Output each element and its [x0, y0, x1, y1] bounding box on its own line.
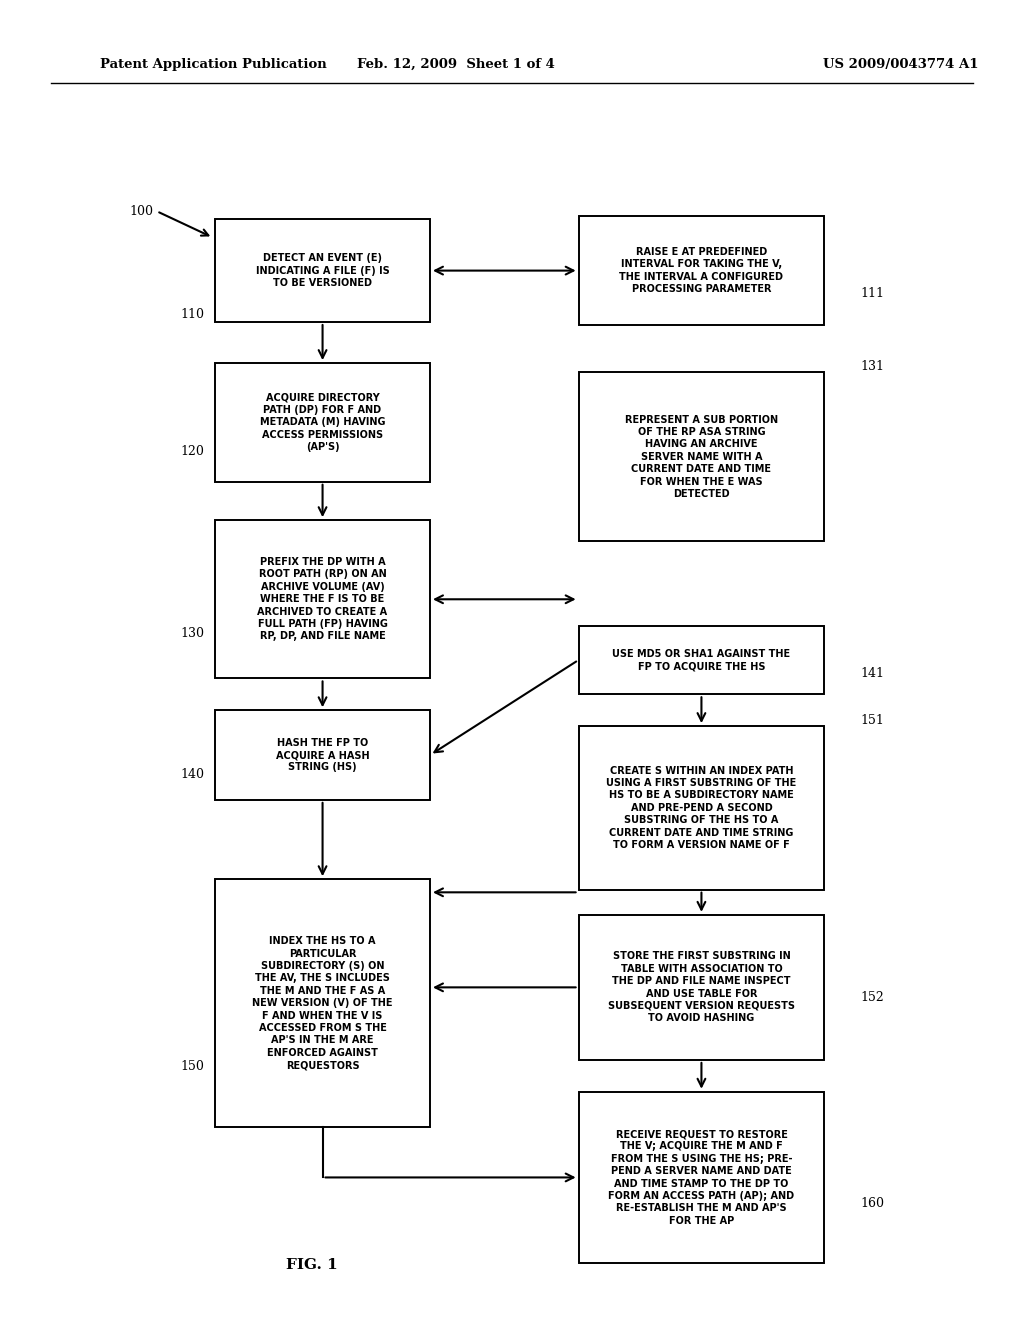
Text: 150: 150 [180, 1060, 204, 1073]
Text: 110: 110 [180, 308, 204, 321]
Text: CREATE S WITHIN AN INDEX PATH
USING A FIRST SUBSTRING OF THE
HS TO BE A SUBDIREC: CREATE S WITHIN AN INDEX PATH USING A FI… [606, 766, 797, 850]
Text: 131: 131 [860, 360, 884, 374]
Bar [215, 219, 430, 322]
Bar [579, 915, 824, 1060]
Bar [579, 626, 824, 694]
Bar [579, 372, 824, 541]
Text: USE MD5 OR SHA1 AGAINST THE
FP TO ACQUIRE THE HS: USE MD5 OR SHA1 AGAINST THE FP TO ACQUIR… [612, 649, 791, 671]
Bar [579, 1092, 824, 1263]
Text: US 2009/0043774 A1: US 2009/0043774 A1 [823, 58, 979, 71]
Text: REPRESENT A SUB PORTION
OF THE RP ASA STRING
HAVING AN ARCHIVE
SERVER NAME WITH : REPRESENT A SUB PORTION OF THE RP ASA ST… [625, 414, 778, 499]
Text: 140: 140 [180, 768, 204, 781]
Text: 151: 151 [860, 714, 884, 727]
Text: 141: 141 [860, 667, 884, 680]
Text: STORE THE FIRST SUBSTRING IN
TABLE WITH ASSOCIATION TO
THE DP AND FILE NAME INSP: STORE THE FIRST SUBSTRING IN TABLE WITH … [608, 952, 795, 1023]
Text: 111: 111 [860, 286, 884, 300]
Text: INDEX THE HS TO A
PARTICULAR
SUBDIRECTORY (S) ON
THE AV, THE S INCLUDES
THE M AN: INDEX THE HS TO A PARTICULAR SUBDIRECTOR… [252, 936, 393, 1071]
Text: HASH THE FP TO
ACQUIRE A HASH
STRING (HS): HASH THE FP TO ACQUIRE A HASH STRING (HS… [275, 738, 370, 772]
Bar [215, 879, 430, 1127]
Bar [215, 363, 430, 482]
Text: RECEIVE REQUEST TO RESTORE
THE V; ACQUIRE THE M AND F
FROM THE S USING THE HS; P: RECEIVE REQUEST TO RESTORE THE V; ACQUIR… [608, 1129, 795, 1226]
Bar [579, 216, 824, 325]
Text: Feb. 12, 2009  Sheet 1 of 4: Feb. 12, 2009 Sheet 1 of 4 [356, 58, 555, 71]
Bar [215, 710, 430, 800]
Text: 120: 120 [180, 445, 204, 458]
Text: 160: 160 [860, 1197, 884, 1210]
Text: PREFIX THE DP WITH A
ROOT PATH (RP) ON AN
ARCHIVE VOLUME (AV)
WHERE THE F IS TO : PREFIX THE DP WITH A ROOT PATH (RP) ON A… [257, 557, 388, 642]
Text: Patent Application Publication: Patent Application Publication [100, 58, 327, 71]
Text: DETECT AN EVENT (E)
INDICATING A FILE (F) IS
TO BE VERSIONED: DETECT AN EVENT (E) INDICATING A FILE (F… [256, 253, 389, 288]
Text: 152: 152 [860, 991, 884, 1005]
Text: FIG. 1: FIG. 1 [287, 1258, 338, 1271]
Text: RAISE E AT PREDEFINED
INTERVAL FOR TAKING THE V,
THE INTERVAL A CONFIGURED
PROCE: RAISE E AT PREDEFINED INTERVAL FOR TAKIN… [620, 247, 783, 294]
Bar [215, 520, 430, 678]
Bar [579, 726, 824, 890]
Text: 130: 130 [180, 627, 204, 640]
Text: ACQUIRE DIRECTORY
PATH (DP) FOR F AND
METADATA (M) HAVING
ACCESS PERMISSIONS
(AP: ACQUIRE DIRECTORY PATH (DP) FOR F AND ME… [260, 392, 385, 453]
Text: 100: 100 [129, 205, 153, 218]
